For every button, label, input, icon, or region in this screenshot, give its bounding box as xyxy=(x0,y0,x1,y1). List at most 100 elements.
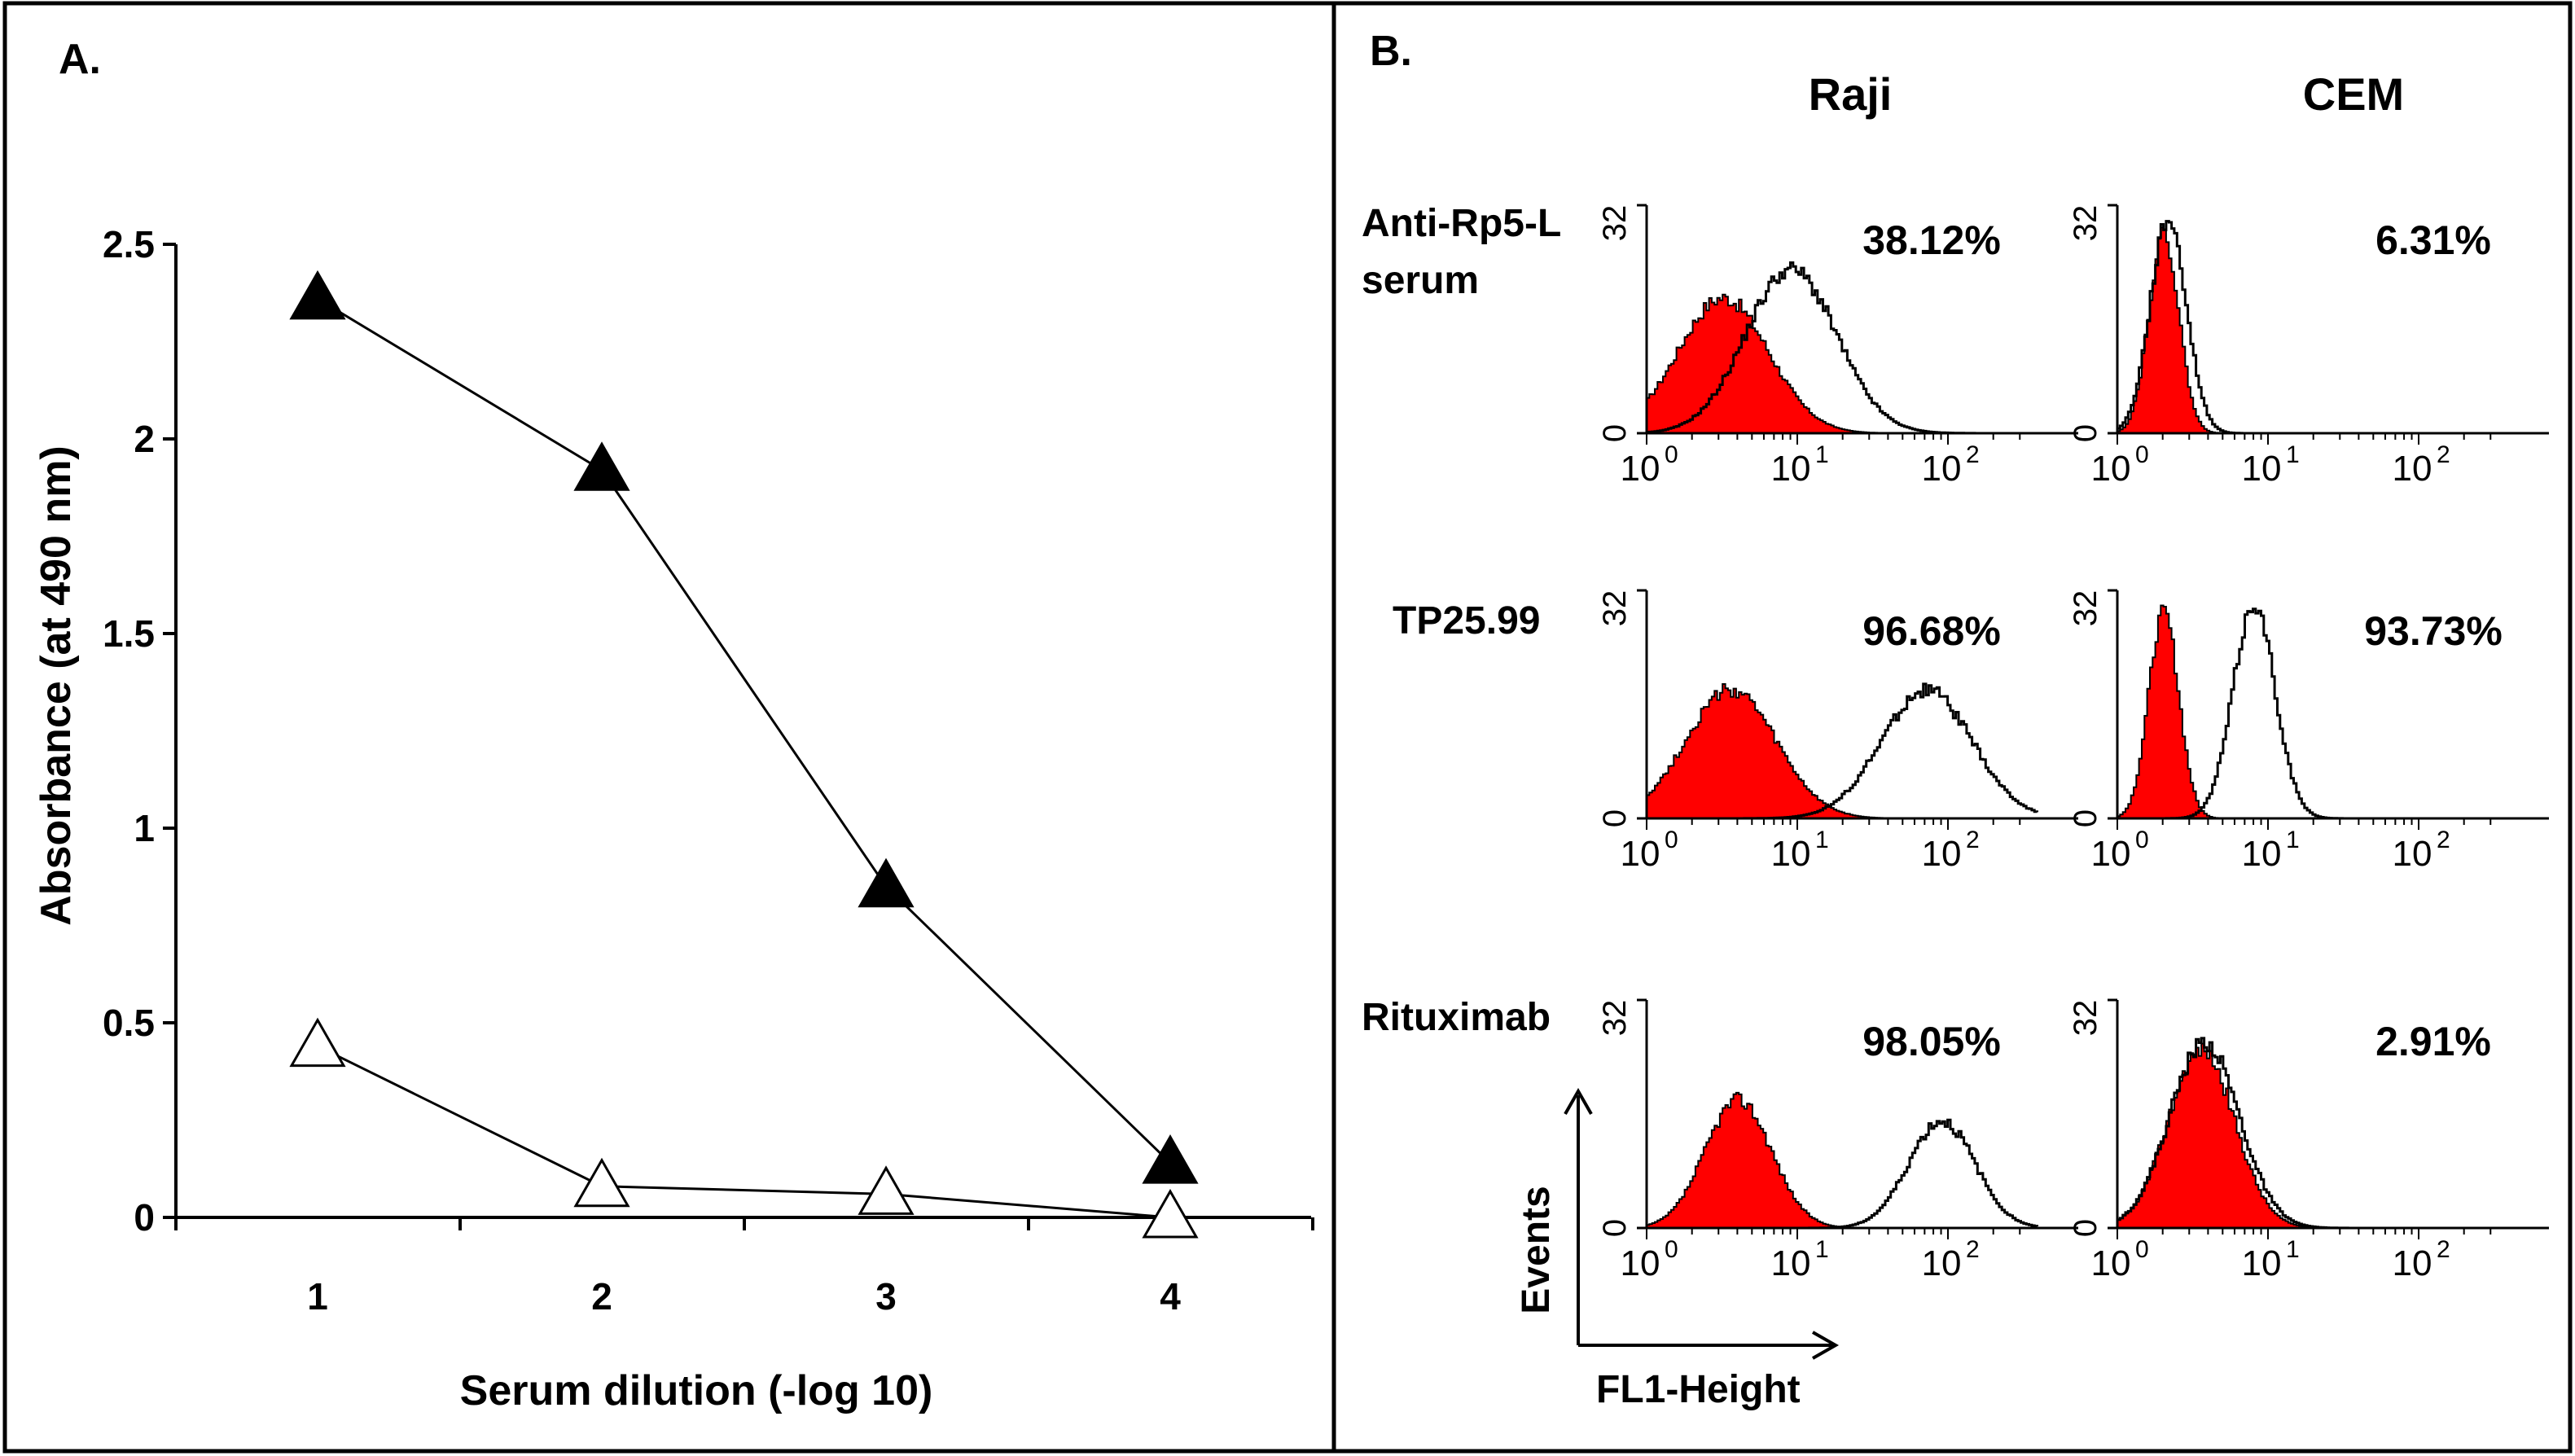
hist-y-tick-label: 32 xyxy=(2068,205,2103,242)
hist-x-tick-exponent: 0 xyxy=(2135,441,2149,468)
hist-y-tick-label: 0 xyxy=(2068,809,2103,827)
panel-b-label: B. xyxy=(1370,28,1412,75)
events-arrowhead xyxy=(1564,1087,1593,1115)
row-label-serum: serum xyxy=(1362,259,1479,302)
series-line-filled xyxy=(317,297,1172,1164)
data-point-open-triangle xyxy=(1142,1188,1199,1239)
hist-x-tick-exponent: 2 xyxy=(1966,827,1980,853)
column-title-cem: CEM xyxy=(2303,68,2404,120)
hist-x-tick-exponent: 0 xyxy=(1665,1236,1678,1263)
hist-x-tick-exponent: 2 xyxy=(2437,827,2450,853)
panel-a-line-chart: 0 0.5 1 1.5 2 2.5 1 2 3 4 xyxy=(103,223,1314,1318)
percent-raji-rituximab: 98.05% xyxy=(1862,1019,2001,1064)
hist-x-tick-exponent: 2 xyxy=(2437,1236,2450,1263)
fl1-arrowhead xyxy=(1812,1331,1840,1360)
hist-x-tick-label: 10 xyxy=(1621,834,1660,874)
hist-x-tick-exponent: 0 xyxy=(2135,827,2149,853)
hist-y-tick-label: 32 xyxy=(1597,205,1633,242)
hist-x-tick-exponent: 1 xyxy=(1815,1236,1829,1263)
percent-cem-tp25-99: 93.73% xyxy=(2364,608,2503,654)
y-tick-label: 2 xyxy=(134,418,155,460)
series-line-open xyxy=(317,1045,1171,1219)
row-label-rituximab: Rituximab xyxy=(1362,996,1551,1039)
percent-cem-anti-rp5-l: 6.31% xyxy=(2375,217,2491,263)
x-tick-label: 2 xyxy=(591,1275,612,1318)
hist-x-tick-label: 10 xyxy=(2091,834,2131,874)
events-label: Events xyxy=(1515,1186,1558,1313)
hist-x-tick-exponent: 0 xyxy=(1665,827,1678,853)
hist-x-tick-exponent: 1 xyxy=(2286,1236,2300,1263)
control-histogram xyxy=(1646,293,2038,434)
hist-x-tick-label: 10 xyxy=(1922,834,1962,874)
fl1-height-label: FL1-Height xyxy=(1596,1368,1801,1411)
x-tick-label: 3 xyxy=(875,1275,897,1318)
hist-x-tick-label: 10 xyxy=(1922,449,1962,489)
row-label-tp25-99: TP25.99 xyxy=(1393,599,1540,642)
data-point-filled-triangle xyxy=(573,441,630,491)
panel-a-y-axis-title: Absorbance (at 490 nm) xyxy=(33,445,80,926)
axis-legend: Events FL1-Height xyxy=(1515,1087,1840,1411)
data-point-filled-triangle xyxy=(289,270,346,320)
y-tick-label: 0 xyxy=(134,1196,155,1239)
hist-y-tick-label: 0 xyxy=(2068,424,2103,442)
hist-x-tick-label: 10 xyxy=(1771,449,1811,489)
y-tick-label: 1.5 xyxy=(103,612,155,655)
hist-y-tick-label: 0 xyxy=(1597,424,1633,442)
hist-x-tick-label: 10 xyxy=(1922,1243,1962,1283)
hist-x-tick-label: 10 xyxy=(2091,1243,2131,1283)
hist-y-tick-label: 32 xyxy=(1597,590,1633,627)
hist-x-tick-label: 10 xyxy=(1621,1243,1660,1283)
data-point-filled-triangle xyxy=(858,857,915,908)
panel-a-label: A. xyxy=(59,36,101,83)
hist-y-tick-label: 32 xyxy=(1597,1000,1633,1037)
row-label-anti-rp5-l: Anti-Rp5-L xyxy=(1362,202,1561,245)
hist-x-tick-label: 10 xyxy=(2393,1243,2432,1283)
hist-y-tick-label: 32 xyxy=(2068,1000,2103,1037)
data-point-filled-triangle xyxy=(1142,1134,1199,1184)
hist-x-tick-exponent: 1 xyxy=(2286,441,2300,468)
hist-x-tick-exponent: 0 xyxy=(2135,1236,2149,1263)
x-tick-label: 1 xyxy=(307,1275,328,1318)
percent-raji-anti-rp5-l: 38.12% xyxy=(1862,217,2001,263)
hist-y-tick-label: 0 xyxy=(2068,1219,2103,1237)
hist-x-tick-label: 10 xyxy=(2242,834,2282,874)
data-point-open-triangle xyxy=(858,1165,915,1215)
y-tick-label: 2.5 xyxy=(103,223,155,265)
hist-x-tick-exponent: 0 xyxy=(1665,441,1678,468)
y-tick-label: 1 xyxy=(134,807,155,849)
control-histogram xyxy=(2117,1042,2508,1229)
data-point-open-triangle xyxy=(573,1157,630,1208)
percent-cem-rituximab: 2.91% xyxy=(2375,1019,2491,1064)
hist-y-tick-label: 0 xyxy=(1597,809,1633,827)
control-histogram xyxy=(1646,1091,2038,1229)
hist-x-tick-exponent: 1 xyxy=(1815,827,1829,853)
hist-x-tick-label: 10 xyxy=(2242,449,2282,489)
data-point-open-triangle xyxy=(289,1017,346,1068)
hist-x-tick-label: 10 xyxy=(2393,449,2432,489)
hist-x-tick-exponent: 1 xyxy=(2286,827,2300,853)
panel-a-x-axis-title: Serum dilution (-log 10) xyxy=(460,1367,933,1414)
column-title-raji: Raji xyxy=(1809,68,1893,120)
hist-x-tick-label: 10 xyxy=(2091,449,2131,489)
hist-y-tick-label: 0 xyxy=(1597,1219,1633,1237)
hist-x-tick-exponent: 2 xyxy=(1966,441,1980,468)
hist-x-tick-exponent: 2 xyxy=(2437,441,2450,468)
hist-x-tick-label: 10 xyxy=(2242,1243,2282,1283)
y-tick-label: 0.5 xyxy=(103,1002,155,1044)
percent-raji-tp25-99: 96.68% xyxy=(1862,608,2001,654)
hist-x-tick-exponent: 1 xyxy=(1815,441,1829,468)
hist-x-tick-label: 10 xyxy=(2393,834,2432,874)
hist-x-tick-label: 10 xyxy=(1771,834,1811,874)
hist-x-tick-label: 10 xyxy=(1771,1243,1811,1283)
hist-x-tick-exponent: 2 xyxy=(1966,1236,1980,1263)
hist-x-tick-label: 10 xyxy=(1621,449,1660,489)
